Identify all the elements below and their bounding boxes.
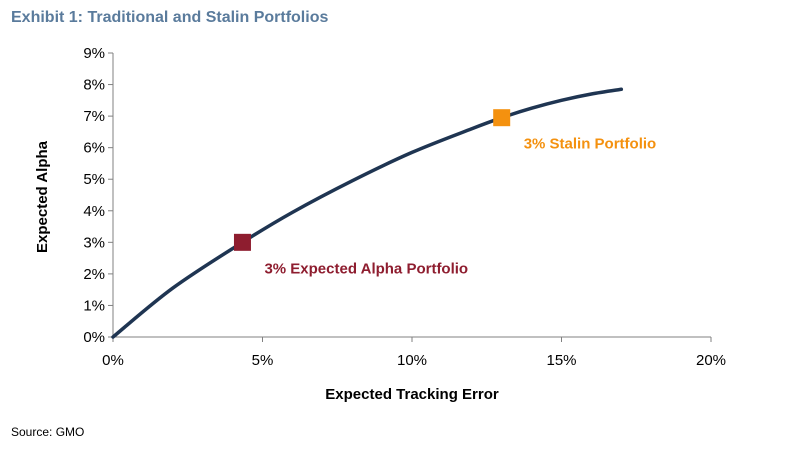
series-group [111,87,624,339]
source-note: Source: GMO [11,425,85,439]
chart: 0% 1% 2% 3% 4% 5% 6% 7% 8% 9% 0% 5% 10% 15% 20% 3% Ex… [34,45,726,403]
x-tick-label: 20% [696,352,726,369]
stalin-portfolio-marker [493,109,511,127]
chart-title: Exhibit 1: Traditional and Stalin Portfo… [11,9,329,26]
expected-alpha-portfolio-marker [233,233,251,251]
axes [112,53,711,338]
y-tick-label: 5% [83,171,105,188]
x-tick-label: 0% [102,352,124,369]
y-tick-label: 7% [83,108,105,125]
x-tick-label: 5% [252,352,274,369]
y-tick-label: 4% [83,203,105,220]
x-tick-label: 10% [397,352,427,369]
x-axis-label: Expected Tracking Error [325,386,499,403]
y-tick-label: 9% [83,45,105,62]
expected-alpha-portfolio-label: 3% Expected Alpha Portfolio [264,260,468,277]
x-tick-label: 15% [546,352,576,369]
y-tick-label: 2% [83,266,105,283]
y-tick-label: 3% [83,234,105,251]
y-tick-label: 6% [83,140,105,157]
x-axis-ticks: 0% 5% 10% 15% 20% [102,337,726,369]
y-axis-label: Expected Alpha [34,140,51,253]
y-axis-ticks: 0% 1% 2% 3% 4% 5% 6% 7% 8% 9% [83,45,113,346]
frontier-curve [111,87,624,339]
markers-group: 3% Expected Alpha Portfolio 3% Stalin Por… [233,109,657,277]
stalin-portfolio-label: 3% Stalin Portfolio [524,136,657,153]
y-tick-label: 1% [83,297,105,314]
y-tick-label: 0% [83,329,105,346]
y-tick-label: 8% [83,77,105,94]
